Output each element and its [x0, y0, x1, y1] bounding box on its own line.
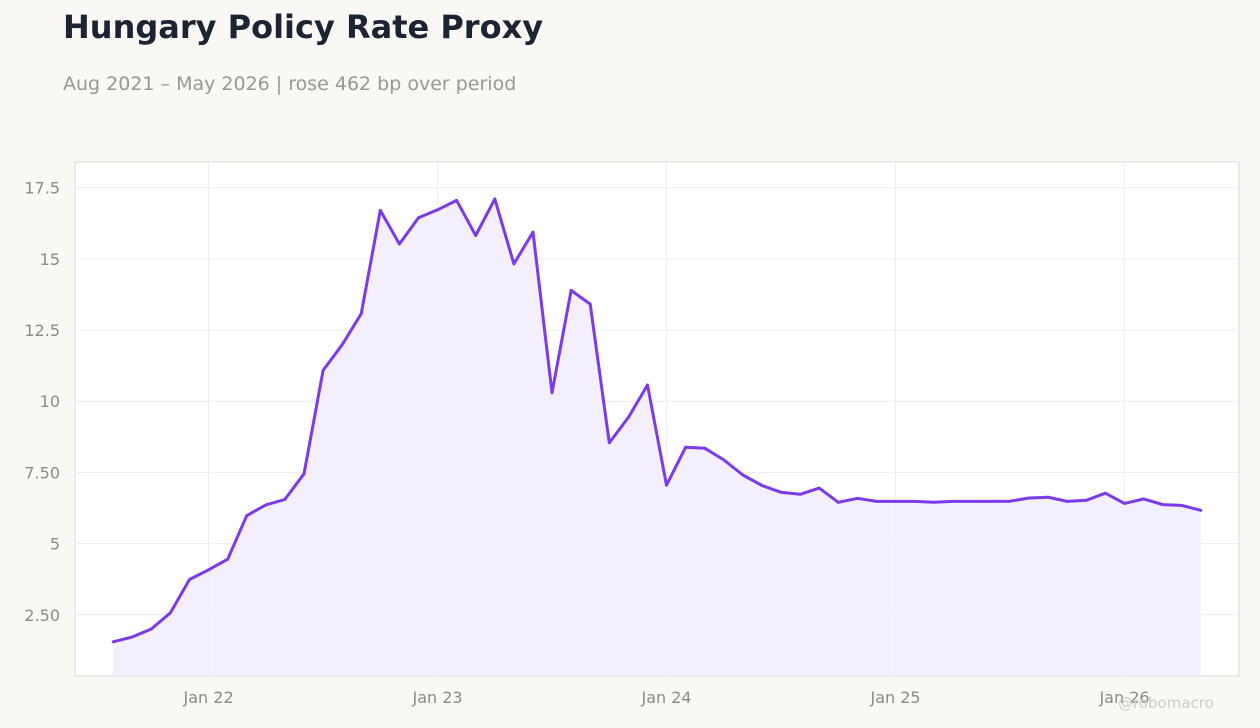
data-point: [1027, 496, 1031, 500]
data-point: [474, 234, 478, 237]
x-tick-label: Jan 23: [412, 688, 463, 707]
data-point: [512, 262, 516, 266]
y-tick-label: 10: [40, 392, 60, 411]
data-point: [951, 500, 955, 503]
data-point: [913, 500, 916, 503]
data-point: [627, 416, 630, 419]
data-point: [817, 486, 821, 490]
data-point: [378, 209, 382, 212]
data-point: [1199, 508, 1203, 512]
data-point: [149, 627, 153, 631]
data-point: [302, 472, 306, 476]
data-point: [169, 611, 172, 615]
data-point: [398, 242, 401, 246]
data-point: [264, 503, 268, 507]
data-point: [665, 483, 668, 487]
watermark: @robomacro: [1118, 694, 1214, 712]
data-point: [875, 500, 878, 503]
y-axis-ticks: 2.50 5 7.50 10 12.5 15 17.5: [24, 179, 60, 625]
data-point: [188, 578, 191, 581]
x-tick-label: Jan 26: [1098, 688, 1149, 707]
data-point: [741, 473, 745, 477]
data-point: [340, 343, 344, 347]
y-tick-label: 17.5: [24, 179, 60, 198]
data-point: [779, 490, 783, 494]
data-point: [1142, 497, 1145, 501]
data-point: [684, 445, 687, 449]
data-point: [130, 635, 134, 639]
data-point: [607, 441, 611, 445]
data-point: [417, 216, 420, 220]
data-point: [1123, 502, 1126, 505]
data-points: [111, 197, 1203, 644]
data-point: [531, 230, 535, 234]
data-point: [798, 492, 802, 496]
data-point: [111, 640, 115, 644]
data-point: [703, 446, 707, 450]
data-point: [932, 500, 936, 504]
y-tick-label: 15: [40, 250, 60, 269]
y-tick-label: 7.50: [24, 463, 60, 482]
x-tick-label: Jan 24: [640, 688, 691, 707]
data-point: [856, 496, 859, 500]
data-point: [1104, 491, 1107, 495]
data-point: [1046, 495, 1050, 499]
data-point: [1065, 500, 1069, 503]
series-line: [111, 197, 1203, 644]
data-point: [989, 500, 993, 503]
data-point: [245, 514, 249, 518]
data-point: [588, 302, 592, 306]
data-point: [970, 500, 974, 503]
data-point: [226, 557, 230, 561]
y-tick-label: 12.5: [24, 321, 60, 340]
data-point: [455, 199, 458, 202]
data-point: [722, 458, 726, 462]
data-point: [646, 383, 649, 387]
data-point: [1084, 498, 1088, 502]
data-point: [436, 208, 439, 212]
data-point: [359, 312, 363, 316]
y-tick-label: 2.50: [24, 606, 60, 625]
data-point: [1008, 499, 1012, 503]
x-tick-label: Jan 22: [183, 688, 234, 707]
data-point: [207, 568, 211, 572]
data-point: [1180, 504, 1184, 507]
data-point: [283, 498, 287, 501]
chart-title: Hungary Policy Rate Proxy: [63, 8, 544, 46]
y-tick-label: 5: [50, 535, 60, 554]
data-point: [1161, 503, 1165, 506]
x-tick-label: Jan 25: [869, 688, 920, 707]
x-axis-ticks: Jan 22 Jan 23 Jan 24 Jan 25 Jan 26: [183, 688, 1150, 707]
chart-subtitle: Aug 2021 – May 2026 | rose 462 bp over p…: [63, 73, 517, 95]
data-point: [836, 500, 840, 504]
data-point: [894, 500, 897, 503]
data-point: [321, 369, 325, 372]
data-point: [550, 391, 554, 395]
data-point: [493, 197, 497, 201]
data-point: [760, 484, 764, 487]
data-point: [569, 289, 573, 292]
